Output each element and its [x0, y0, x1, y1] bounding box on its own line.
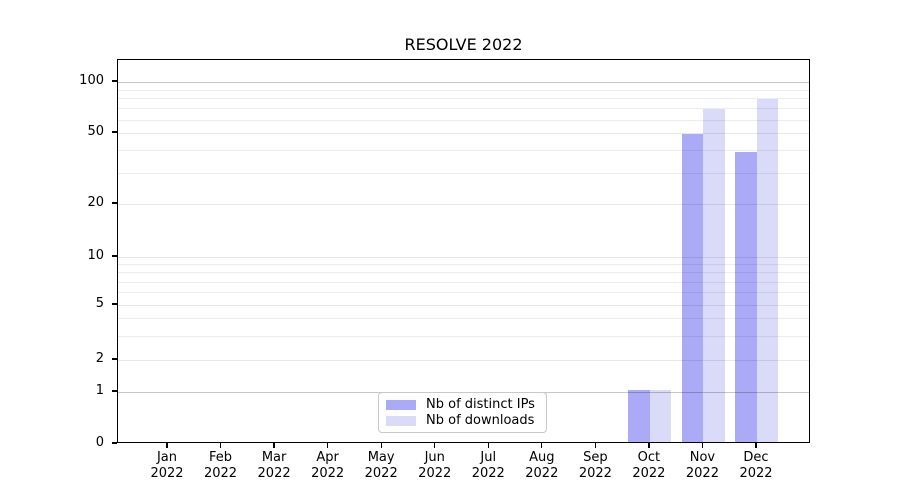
bar-nb-of-distinct-ips — [681, 134, 704, 442]
gridline-minor — [118, 119, 809, 121]
bar-nb-of-distinct-ips — [628, 390, 650, 442]
gridline-major — [118, 360, 809, 361]
x-tick-label: Oct 2022 — [632, 450, 666, 481]
gridline-minor — [118, 272, 809, 274]
bar-nb-of-downloads — [649, 390, 672, 442]
y-tick-mark — [112, 131, 117, 133]
x-tick-label: Mar 2022 — [257, 450, 291, 481]
x-tick-mark — [166, 443, 168, 448]
legend-label: Nb of downloads — [426, 413, 535, 428]
y-tick-mark — [112, 255, 117, 257]
gridline-minor — [118, 150, 809, 152]
gridline-major — [118, 305, 809, 306]
y-tick-label: 5 — [95, 296, 104, 311]
x-tick-label: Jun 2022 — [418, 450, 452, 481]
x-tick-mark — [541, 443, 543, 448]
x-tick-mark — [434, 443, 436, 448]
x-tick-mark — [755, 443, 757, 448]
x-tick-mark — [380, 443, 382, 448]
gridline-minor — [118, 264, 809, 266]
y-tick-mark — [112, 358, 117, 360]
y-tick-label: 1 — [95, 383, 104, 398]
y-tick-mark — [112, 202, 117, 204]
y-tick-label: 2 — [95, 351, 104, 366]
y-tick-label: 20 — [87, 195, 104, 210]
x-tick-mark — [648, 443, 650, 448]
plot-area — [117, 59, 810, 443]
gridline-minor — [118, 108, 809, 110]
bar-nb-of-downloads — [703, 109, 725, 442]
y-tick-label: 100 — [79, 73, 104, 88]
gridline-minor — [118, 98, 809, 100]
gridline-major — [118, 204, 809, 205]
y-tick-mark — [112, 390, 117, 392]
y-tick-label: 50 — [87, 124, 104, 139]
x-tick-label: Sep 2022 — [578, 450, 612, 481]
chart-title: RESOLVE 2022 — [404, 35, 523, 54]
x-tick-label: Dec 2022 — [739, 450, 773, 481]
x-tick-label: Jul 2022 — [471, 450, 505, 481]
x-tick-label: Jan 2022 — [150, 450, 184, 481]
y-tick-label: 10 — [87, 248, 104, 263]
x-tick-label: Feb 2022 — [203, 450, 238, 481]
gridline-major — [118, 257, 809, 258]
x-tick-mark — [273, 443, 275, 448]
legend: Nb of distinct IPs Nb of downloads — [378, 392, 547, 433]
grid-layer — [118, 60, 809, 442]
legend-swatch — [386, 399, 416, 410]
x-tick-mark — [701, 443, 704, 448]
x-tick-mark — [594, 443, 596, 448]
legend-row: Nb of distinct IPs — [386, 397, 539, 412]
y-tick-label: 0 — [95, 435, 104, 450]
gridline-minor — [118, 281, 809, 283]
legend-label: Nb of distinct IPs — [426, 397, 535, 412]
bar-nb-of-distinct-ips — [735, 152, 757, 442]
y-tick-mark — [112, 303, 117, 305]
gridline-minor — [118, 292, 809, 294]
x-tick-label: May 2022 — [364, 450, 398, 481]
y-tick-mark — [112, 442, 117, 444]
gridline-major — [118, 133, 809, 134]
gridline-minor — [118, 318, 809, 320]
x-tick-label: Aug 2022 — [525, 450, 559, 481]
x-tick-label: Apr 2022 — [311, 450, 345, 481]
x-tick-mark — [326, 443, 329, 448]
gridline-minor — [118, 335, 809, 337]
x-tick-label: Nov 2022 — [685, 450, 719, 481]
bar-nb-of-downloads — [756, 99, 779, 442]
y-tick-mark — [112, 80, 117, 82]
legend-row: Nb of downloads — [386, 413, 539, 428]
legend-swatch — [386, 415, 416, 426]
bars-layer — [118, 60, 809, 442]
gridline-minor — [118, 89, 809, 91]
gridline-major — [118, 82, 809, 83]
gridline-minor — [118, 172, 809, 174]
x-tick-mark — [219, 443, 222, 448]
x-tick-mark — [487, 443, 489, 448]
